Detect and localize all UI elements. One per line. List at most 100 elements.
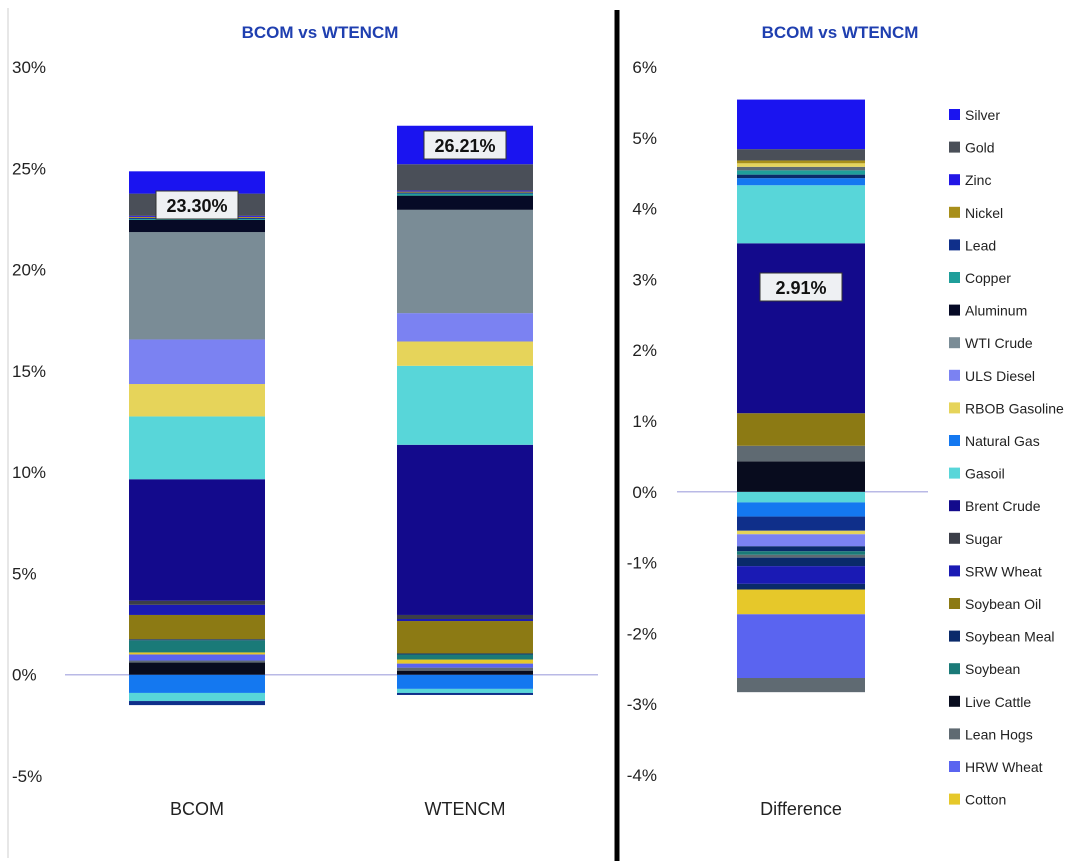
category-label: Difference <box>760 799 842 819</box>
bar-segment-nickel <box>397 191 533 193</box>
left-categories: BCOM WTENCM <box>170 799 505 819</box>
legend-label-uls-diesel: ULS Diesel <box>965 368 1035 384</box>
bar-segment-uls-diesel <box>737 534 865 547</box>
bar-segment-srw-wheat <box>397 619 533 622</box>
data-label-box <box>155 190 239 220</box>
right-categories: Difference <box>760 799 842 819</box>
bar-segment-lean-hogs <box>129 660 265 663</box>
bar-segment-wti-crude <box>397 209 533 314</box>
bar-segment-srw-wheat <box>129 604 265 615</box>
bar-segment-soybean <box>397 654 533 660</box>
bar-segment-hrw-wheat <box>737 614 865 679</box>
bar-segment-lean-hogs <box>737 445 865 462</box>
y-tick-label: 6% <box>632 58 657 77</box>
legend-label-wti-crude: WTI Crude <box>965 335 1033 351</box>
bar-segment-silver <box>129 171 265 194</box>
legend-label-gold: Gold <box>965 140 995 156</box>
right-y-ticks: 6% 5% 4% 3% 2% 1% 0% -1% -2% -3% -4% <box>627 58 657 785</box>
bar-segment-cotton <box>129 652 265 655</box>
y-tick-label: 3% <box>632 270 657 289</box>
legend-label-natural-gas: Natural Gas <box>965 433 1040 449</box>
bar-segment-rbob-gasoline <box>397 341 533 366</box>
bar-segment-soybean-oil <box>129 614 265 640</box>
category-label: BCOM <box>170 799 224 819</box>
legend-label-brent-crude: Brent Crude <box>965 498 1041 514</box>
bar-segment-brent-crude <box>397 444 533 615</box>
y-tick-label: 2% <box>632 341 657 360</box>
bar-segment-live-cattle <box>129 662 265 675</box>
legend-swatch-gold <box>949 141 960 153</box>
legend-label-gasoil: Gasoil <box>965 466 1005 482</box>
legend-label-soybean: Soybean <box>965 661 1020 677</box>
legend-swatch-soybean <box>949 663 960 675</box>
bar-segment-sugar <box>397 614 533 620</box>
left-bars <box>129 125 533 706</box>
bar-segment-silver <box>737 99 865 150</box>
bar-segment-srw-wheat <box>737 566 865 584</box>
bar-segment-wti-crude <box>129 232 265 340</box>
y-tick-label: 5% <box>12 564 37 583</box>
legend-swatch-uls-diesel <box>949 369 960 381</box>
bar-segment-soybean-meal <box>397 653 533 655</box>
bar-segment-gasoil <box>129 692 265 702</box>
data-label-box <box>423 130 507 160</box>
legend-swatch-silver <box>949 109 960 120</box>
data-label-box <box>759 272 843 302</box>
bar-segment-natural-gas <box>129 674 265 693</box>
bar-segment-lean-hogs <box>737 554 865 558</box>
legend-swatch-zinc <box>949 174 960 186</box>
data-label: 2.91% <box>775 278 826 298</box>
legend-swatch-copper <box>949 272 960 283</box>
bar-segment-soybean <box>129 640 265 653</box>
legend-swatch-lead <box>949 239 960 251</box>
bar-segment-uls-diesel <box>129 339 265 385</box>
y-tick-label: 5% <box>632 129 657 148</box>
bar-segment-soybean-meal <box>129 639 265 641</box>
bar-segment-gold <box>397 164 533 191</box>
legend-label-aluminum: Aluminum <box>965 303 1027 319</box>
legend-label-lead: Lead <box>965 237 996 253</box>
y-tick-label: 4% <box>632 200 657 219</box>
bar-segment-rbob-gasoline <box>129 384 265 417</box>
legend-label-lean-hogs: Lean Hogs <box>965 726 1033 742</box>
legend-label-live-cattle: Live Cattle <box>965 694 1031 710</box>
y-tick-label: 1% <box>632 412 657 431</box>
legend-swatch-soybean-oil <box>949 598 960 609</box>
y-tick-label: 0% <box>632 483 657 502</box>
legend-label-sugar: Sugar <box>965 531 1003 547</box>
bar-segment-brent-crude <box>737 243 865 414</box>
bar-segment-natural-gas <box>397 674 533 689</box>
bar-segment-cotton <box>397 659 533 664</box>
bar-segment-gasoil <box>129 416 265 480</box>
bar-segment-uls-diesel <box>397 313 533 342</box>
legend-swatch-nickel <box>949 206 960 218</box>
legend-label-hrw-wheat: HRW Wheat <box>965 759 1043 775</box>
bar-segment-lead <box>129 701 265 706</box>
bar-segment-soybean-meal <box>737 174 865 179</box>
legend-label-soybean-meal: Soybean Meal <box>965 629 1055 645</box>
bar-segment-gasoil <box>737 491 865 503</box>
data-label: 26.21% <box>434 136 495 156</box>
legend-label-zinc: Zinc <box>965 172 991 188</box>
bar-segment-live-cattle <box>737 461 865 492</box>
legend-swatch-natural-gas <box>949 435 960 446</box>
data-label: 23.30% <box>166 196 227 216</box>
bar-segment-soybean-oil <box>397 621 533 654</box>
bar-segment-soybean <box>737 551 865 555</box>
legend-swatch-wti-crude <box>949 337 960 349</box>
bar-segment-soybean-meal <box>737 546 865 552</box>
legend-swatch-lean-hogs <box>949 728 960 740</box>
bar-segment-rbob-gasoline <box>737 530 865 535</box>
legend-swatch-brent-crude <box>949 500 960 512</box>
bar-segment-aluminum <box>129 219 265 233</box>
y-tick-label: 10% <box>12 463 46 482</box>
y-tick-label: 25% <box>12 159 46 178</box>
legend-label-soybean-oil: Soybean Oil <box>965 596 1041 612</box>
legend-label-nickel: Nickel <box>965 205 1003 221</box>
bar-segment-live-cattle <box>397 670 533 675</box>
legend: Silver Gold Zinc Nickel Lead Copper Aluminum WT… <box>949 107 1064 808</box>
y-tick-label: -5% <box>12 767 42 786</box>
bar-segment-lead <box>737 516 865 531</box>
right-chart: BCOM vs WTENCM 6% 5% 4% 3% 2% 1% 0% -1% -2% -3% -4… <box>627 23 1064 819</box>
